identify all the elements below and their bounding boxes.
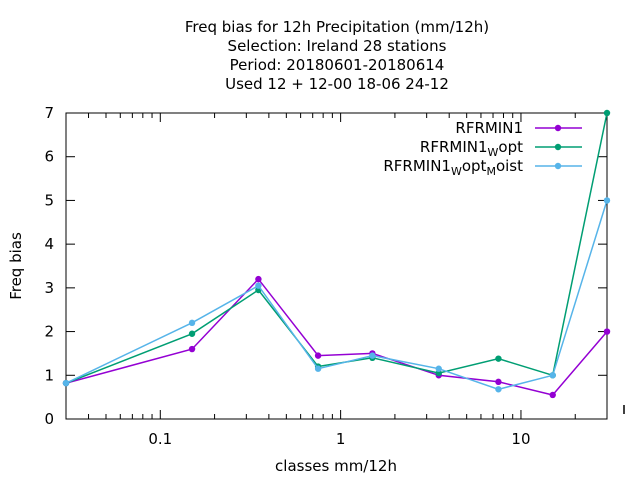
legend-label-part: oist	[496, 157, 523, 175]
y-tick-label: 4	[44, 235, 54, 253]
series-point	[495, 386, 502, 393]
x-tick-label: 10	[511, 430, 530, 448]
legend-label: RFRMIN1	[455, 119, 523, 137]
chart-title-line: Period: 20180601-20180614	[230, 56, 445, 74]
y-tick-label: 6	[44, 148, 54, 166]
legend-label-part: RFRMIN1	[455, 119, 523, 137]
legend-label-subscript: W	[488, 146, 499, 159]
series-point	[549, 372, 556, 379]
series-point	[314, 365, 322, 372]
series-point	[435, 365, 442, 372]
plot-border	[65, 112, 608, 420]
legend-swatch-point	[554, 124, 562, 132]
series-point	[188, 330, 196, 337]
series-point	[603, 109, 611, 117]
chart-title-line: Selection: Ireland 28 stations	[228, 37, 447, 55]
legend-label-part: opt	[462, 157, 487, 175]
legend-label: RFRMIN1Wopt	[420, 138, 523, 159]
legend-label-part: RFRMIN1	[383, 157, 451, 175]
plot-area	[65, 112, 608, 420]
legend-swatch-point	[554, 162, 562, 170]
chart-title-line: Used 12 + 12-00 18-06 24-12	[225, 75, 449, 93]
y-tick-label: 1	[44, 366, 54, 384]
legend-label-part: RFRMIN1	[420, 138, 488, 156]
legend-label-subscript: W	[451, 165, 462, 178]
series-point	[255, 275, 262, 283]
series-point	[188, 319, 196, 327]
series-point	[495, 378, 502, 386]
series-point	[62, 379, 70, 387]
legend-label-subscript: M	[486, 165, 496, 178]
series-point	[603, 328, 611, 335]
series-line	[65, 277, 608, 396]
x-tick-label: 0.1	[148, 430, 172, 448]
series-point	[603, 197, 611, 204]
series-layer	[62, 109, 611, 399]
series-point	[314, 352, 322, 359]
legend-swatch-point	[554, 143, 562, 151]
chart-title: Freq bias for 12h Precipitation (mm/12h)…	[185, 18, 489, 93]
y-tick-label: 5	[44, 191, 54, 209]
series-point	[549, 391, 556, 399]
y-tick-label: 2	[44, 323, 54, 341]
series-point	[369, 352, 376, 359]
series-point	[255, 282, 262, 289]
series-point	[495, 355, 502, 362]
legend-label: RFRMIN1WoptMoist	[383, 157, 523, 178]
series-point	[188, 345, 196, 353]
axes: 0 1 2 3 4 5 6 7 0.1 1 10	[44, 104, 625, 448]
chart-title-line: Freq bias for 12h Precipitation (mm/12h)	[185, 18, 489, 36]
y-tick-label: 0	[44, 410, 54, 428]
series-line	[65, 112, 608, 384]
x-axis-label: classes mm/12h	[275, 457, 397, 475]
x-tick-label: 1	[336, 430, 346, 448]
y-tick-label: 3	[44, 279, 54, 297]
y-axis-label: Freq bias	[7, 232, 25, 300]
legend-label-part: opt	[498, 138, 523, 156]
y-tick-label: 7	[44, 104, 54, 122]
series-point	[435, 369, 442, 377]
